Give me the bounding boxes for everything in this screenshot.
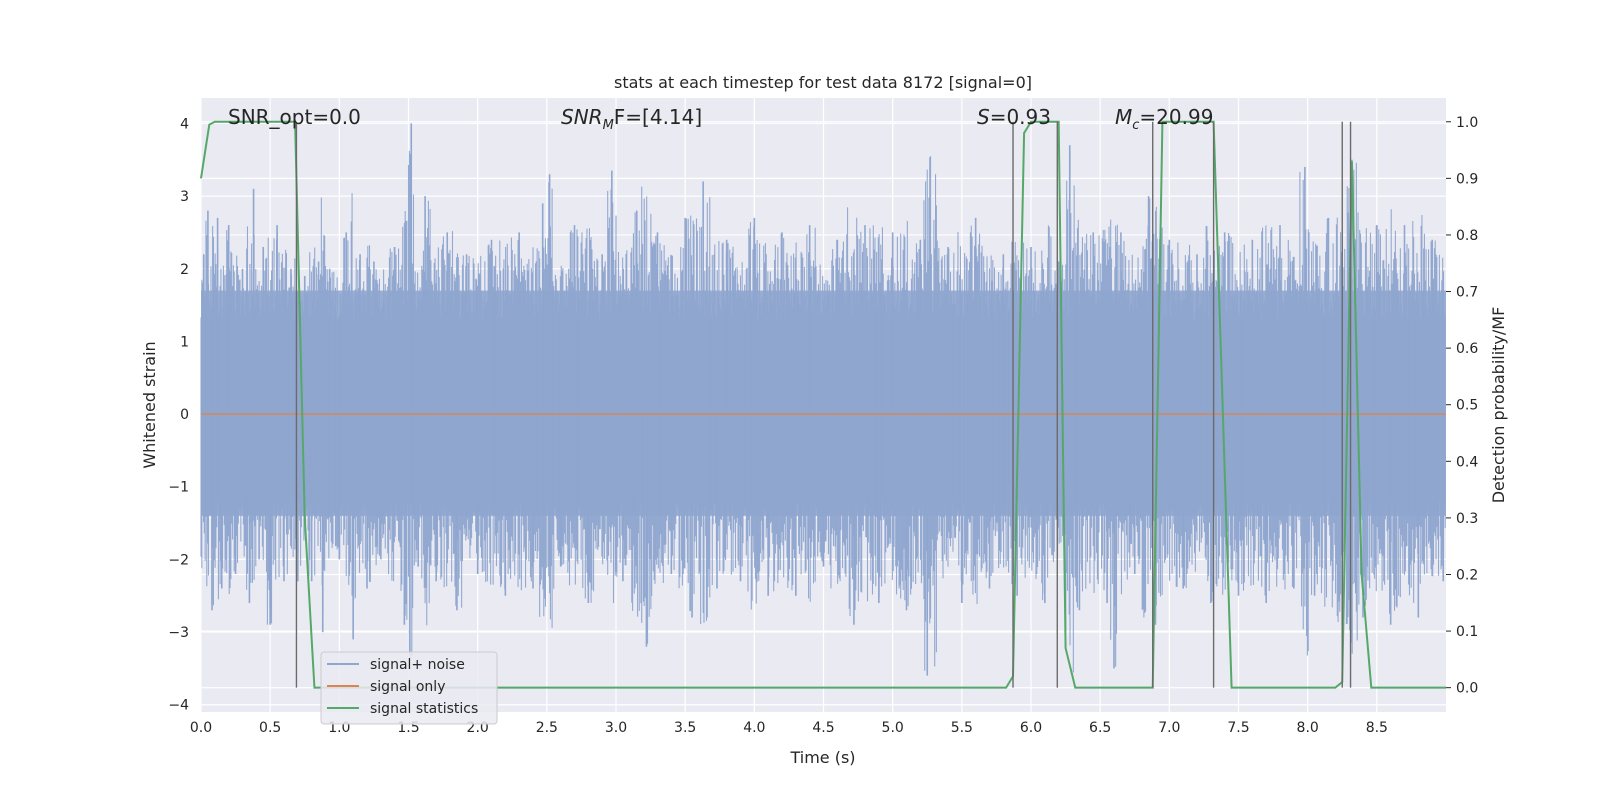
annotation-snr-mf-main: SNR xyxy=(561,105,603,129)
legend-box xyxy=(320,651,498,725)
y-tick-label: −1 xyxy=(168,480,189,496)
y2-tick-label: 0.2 xyxy=(1456,567,1478,583)
y-tick-label: 1 xyxy=(180,334,189,350)
x-tick-label: 6.0 xyxy=(1020,720,1042,736)
annotation-snr-mf-sub: M xyxy=(603,118,614,133)
y-axis-label: Whitened strain xyxy=(140,341,159,468)
x-tick-label: 5.5 xyxy=(951,720,973,736)
y2-tick-label: 0.0 xyxy=(1456,681,1478,697)
annotation-snr-mf-rest: F=[4.14] xyxy=(614,105,702,129)
x-tick-label: 4.0 xyxy=(743,720,765,736)
y2-tick-label: 0.6 xyxy=(1456,341,1478,357)
annotation-s: S=0.93 xyxy=(977,105,1051,129)
annotation-snr-mf: SNRMF=[4.14] xyxy=(561,105,702,133)
x-tick-label: 6.5 xyxy=(1089,720,1111,736)
annotation-s-main: S xyxy=(977,105,990,129)
y-tick-label: 4 xyxy=(180,116,189,132)
y2-tick-label: 0.7 xyxy=(1456,285,1478,301)
annotation-mc-rest: =20.99 xyxy=(1139,105,1213,129)
y2-tick-label: 0.9 xyxy=(1456,171,1478,187)
legend-label-signal: signal only xyxy=(370,679,445,695)
y-tick-label: 3 xyxy=(180,189,189,205)
x-tick-label: 4.5 xyxy=(812,720,834,736)
x-tick-label: 7.5 xyxy=(1227,720,1249,736)
annotation-mc-main: M xyxy=(1115,105,1132,129)
y-tick-label: 2 xyxy=(180,262,189,278)
x-tick-label: 3.0 xyxy=(605,720,627,736)
y2-tick-label: 1.0 xyxy=(1456,115,1478,131)
annotation-mc-sub: c xyxy=(1132,118,1139,133)
x-tick-label: 8.0 xyxy=(1297,720,1319,736)
y2-tick-label: 0.8 xyxy=(1456,228,1478,244)
legend-label-statistics: signal statistics xyxy=(370,701,478,717)
legend-label-noise: signal+ noise xyxy=(370,657,465,673)
y2-tick-label: 0.3 xyxy=(1456,511,1478,527)
x-axis-label: Time (s) xyxy=(789,748,855,767)
x-tick-label: 5.0 xyxy=(882,720,904,736)
annotation-s-rest: =0.93 xyxy=(990,105,1051,129)
y2-tick-label: 0.1 xyxy=(1456,624,1478,640)
x-tick-label: 8.5 xyxy=(1366,720,1388,736)
y-tick-label: −2 xyxy=(168,552,189,568)
y2-axis-label: Detection probability/MF xyxy=(1489,307,1508,504)
y2-tick-label: 0.4 xyxy=(1456,454,1478,470)
x-tick-label: 3.5 xyxy=(674,720,696,736)
y-tick-label: 0 xyxy=(180,407,189,423)
y-tick-label: −4 xyxy=(168,698,189,714)
x-tick-label: 2.5 xyxy=(536,720,558,736)
legend: signal+ noise signal only signal statist… xyxy=(320,651,498,725)
x-tick-label: 7.0 xyxy=(1158,720,1180,736)
annotation-snr-opt: SNR_opt=0.0 xyxy=(228,105,361,129)
y-tick-label: −3 xyxy=(168,625,189,641)
chart-title: stats at each timestep for test data 817… xyxy=(614,73,1032,92)
tick-labels: 0.0 0.5 1.0 1.5 2.0 2.5 3.0 3.5 4.0 4.5 5.0 5.5 6.0 6… xyxy=(168,115,1478,736)
y2-tick-label: 0.5 xyxy=(1456,398,1478,414)
vertical-markers xyxy=(295,121,1352,688)
annotation-mc: Mc=20.99 xyxy=(1115,105,1213,133)
x-tick-label: 0.0 xyxy=(190,720,212,736)
x-tick-label: 0.5 xyxy=(259,720,281,736)
